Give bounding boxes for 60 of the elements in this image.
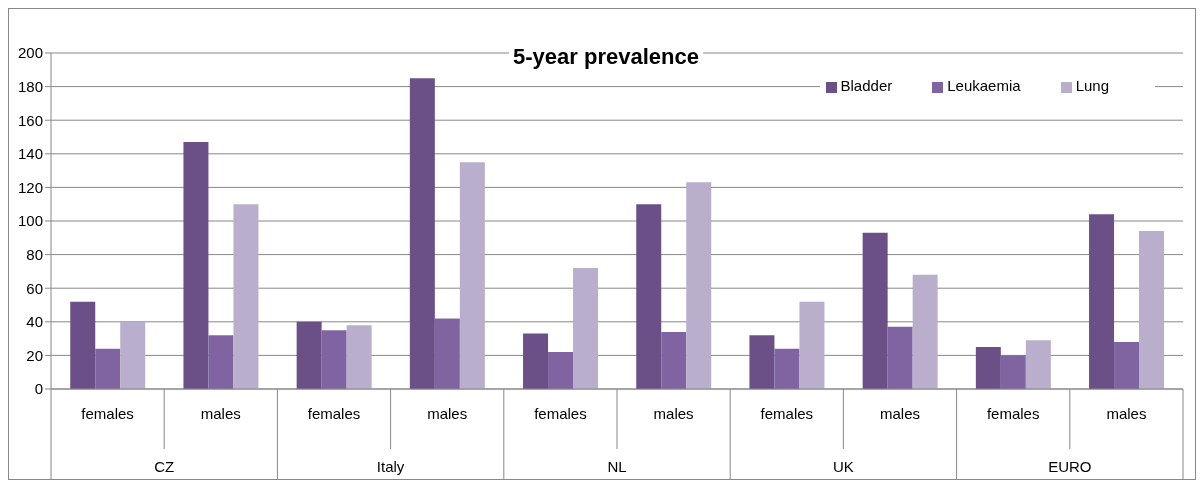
legend-label: Bladder xyxy=(840,77,893,94)
bar xyxy=(523,333,549,389)
bar xyxy=(1114,341,1140,389)
bar xyxy=(1025,340,1051,389)
y-tick-label: 160 xyxy=(17,111,43,129)
text: CZ xyxy=(154,458,175,475)
bar xyxy=(661,331,687,389)
text: Italy xyxy=(376,458,405,475)
bar xyxy=(573,268,599,389)
y-tick-label: 200 xyxy=(17,44,43,62)
bar xyxy=(799,301,825,389)
bar xyxy=(183,142,209,389)
x-tick-label: females xyxy=(81,405,134,422)
text: UK xyxy=(832,458,854,475)
x-tick-label: females xyxy=(986,405,1040,422)
bar xyxy=(321,330,347,389)
legend-label: Lung xyxy=(1075,77,1109,94)
x-tick-label: males xyxy=(427,405,468,422)
bar xyxy=(636,204,662,389)
bar xyxy=(70,301,96,389)
bar xyxy=(208,335,234,389)
x-tick-label: females xyxy=(760,405,814,422)
bar xyxy=(686,182,712,389)
y-tick-label: 60 xyxy=(26,279,43,297)
bar xyxy=(1000,355,1026,389)
bar xyxy=(1139,231,1165,389)
bar xyxy=(774,348,800,389)
bar xyxy=(409,78,435,389)
text: EURO xyxy=(1048,458,1092,475)
bar xyxy=(1089,214,1115,389)
x-tick-label: females xyxy=(307,405,361,422)
bar xyxy=(95,348,121,389)
y-tick-label: 180 xyxy=(17,77,43,95)
x-tick-label: males xyxy=(1106,405,1147,422)
bar xyxy=(749,335,775,389)
bar xyxy=(296,321,322,389)
y-tick-label: 20 xyxy=(26,346,43,364)
bar xyxy=(975,347,1001,389)
chart-title: 5-year prevalence xyxy=(509,44,703,70)
text: NL xyxy=(607,458,627,475)
x-tick-label: males xyxy=(879,405,921,422)
x-tick-label: females xyxy=(534,405,587,422)
bar xyxy=(233,204,259,389)
bar xyxy=(120,321,146,389)
y-tick-label: 100 xyxy=(17,212,43,230)
bar xyxy=(434,318,460,389)
x-tick-label: males xyxy=(653,405,694,422)
bar xyxy=(887,326,913,389)
y-tick-label: 120 xyxy=(17,178,43,196)
y-tick-label: 40 xyxy=(26,313,43,331)
y-tick-label: 140 xyxy=(17,145,43,163)
bar xyxy=(346,325,372,389)
bar xyxy=(862,232,888,389)
bar xyxy=(912,274,938,389)
legend-label: Leukaemia xyxy=(947,77,1021,94)
bar xyxy=(548,352,574,389)
x-tick-label: males xyxy=(200,405,241,422)
y-tick-label: 80 xyxy=(26,245,43,263)
y-tick-label: 0 xyxy=(34,380,43,398)
bar xyxy=(459,162,485,389)
